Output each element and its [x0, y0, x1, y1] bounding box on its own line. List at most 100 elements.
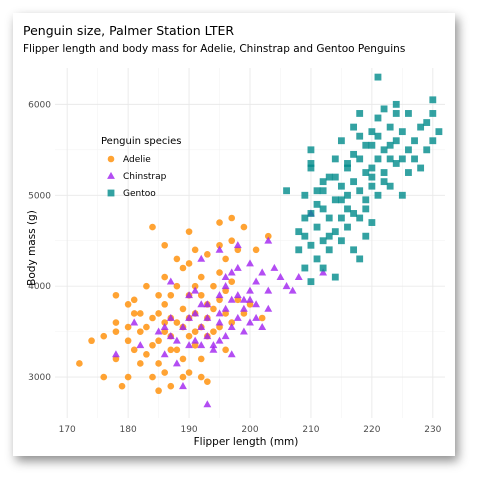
data-point — [362, 205, 370, 213]
data-point — [337, 214, 345, 222]
data-point — [344, 205, 351, 213]
grid-layer — [55, 68, 445, 418]
data-point — [179, 355, 187, 363]
data-point — [374, 191, 382, 199]
data-point — [227, 322, 236, 330]
data-point — [362, 169, 370, 176]
data-point — [221, 282, 230, 290]
data-point — [380, 105, 388, 113]
data-point — [155, 360, 162, 367]
data-point — [209, 345, 218, 353]
data-point — [331, 196, 339, 204]
data-point — [429, 96, 437, 104]
data-point — [350, 210, 358, 217]
data-point — [233, 241, 242, 249]
series-chinstrap — [112, 209, 328, 408]
data-point — [319, 205, 327, 213]
data-point — [185, 228, 193, 235]
data-point — [112, 350, 120, 358]
data-point — [362, 232, 370, 240]
data-point — [173, 346, 181, 354]
data-point — [228, 237, 236, 245]
data-point — [210, 282, 217, 290]
data-point — [149, 373, 156, 381]
data-point — [161, 319, 168, 326]
data-point — [350, 178, 358, 186]
data-point — [197, 300, 206, 308]
data-point — [160, 322, 169, 330]
data-point — [172, 359, 181, 367]
data-point — [350, 150, 358, 158]
data-point — [270, 263, 279, 271]
data-point — [161, 301, 168, 308]
data-point — [197, 291, 205, 299]
series-adelie — [76, 214, 272, 395]
data-point — [137, 328, 144, 335]
data-point — [307, 210, 315, 217]
y-tick-label: 3000 — [28, 373, 51, 383]
data-point — [319, 268, 328, 276]
data-point — [307, 164, 315, 172]
data-point — [344, 191, 351, 199]
chart-title: Penguin size, Palmer Station LTER — [23, 23, 235, 38]
data-point — [368, 164, 376, 172]
data-point — [301, 191, 309, 199]
data-point — [130, 310, 138, 317]
data-point — [252, 300, 261, 308]
data-point — [239, 327, 248, 335]
data-point — [179, 373, 187, 381]
data-point — [331, 173, 339, 181]
data-point — [313, 200, 321, 208]
data-point — [386, 141, 394, 149]
series-gentoo — [283, 73, 443, 286]
x-tick-label: 200 — [241, 425, 258, 435]
legend-title: Penguin species — [101, 136, 182, 147]
data-point — [143, 323, 150, 331]
data-point — [392, 100, 400, 108]
data-point — [295, 228, 303, 236]
data-point — [264, 236, 273, 244]
data-point — [227, 268, 236, 276]
data-point — [392, 160, 400, 167]
data-point — [392, 110, 400, 117]
y-tick-labels: 3000 4000 5000 6000 — [28, 100, 51, 383]
data-point — [368, 182, 376, 190]
data-point — [100, 332, 108, 340]
data-point — [221, 304, 230, 312]
data-point — [155, 337, 162, 345]
data-point — [149, 223, 156, 231]
data-point — [239, 304, 248, 312]
data-point — [405, 110, 412, 117]
data-point — [374, 155, 382, 163]
data-point — [246, 259, 254, 267]
x-tick-label: 220 — [363, 425, 380, 435]
data-point — [386, 155, 394, 163]
data-point — [167, 382, 175, 390]
x-tick-label: 180 — [120, 425, 137, 435]
data-point — [398, 191, 406, 199]
data-point — [228, 214, 236, 222]
data-point — [331, 155, 339, 163]
data-point — [167, 291, 175, 299]
data-point — [149, 341, 156, 349]
data-point — [282, 282, 291, 290]
data-point — [258, 314, 266, 322]
data-point — [185, 369, 193, 376]
data-point — [149, 314, 156, 322]
x-tick-label: 230 — [424, 425, 441, 435]
data-point — [325, 173, 333, 181]
data-point — [337, 237, 345, 245]
data-point — [301, 264, 309, 272]
data-point — [173, 282, 181, 290]
data-point — [429, 137, 437, 145]
data-point — [252, 246, 260, 254]
data-point — [319, 187, 327, 195]
data-point — [166, 277, 175, 285]
data-point — [161, 273, 168, 281]
data-point — [179, 322, 187, 330]
data-point — [215, 318, 224, 326]
data-point — [222, 346, 229, 354]
data-point — [166, 332, 175, 340]
data-point — [301, 214, 309, 222]
data-point — [307, 241, 315, 249]
